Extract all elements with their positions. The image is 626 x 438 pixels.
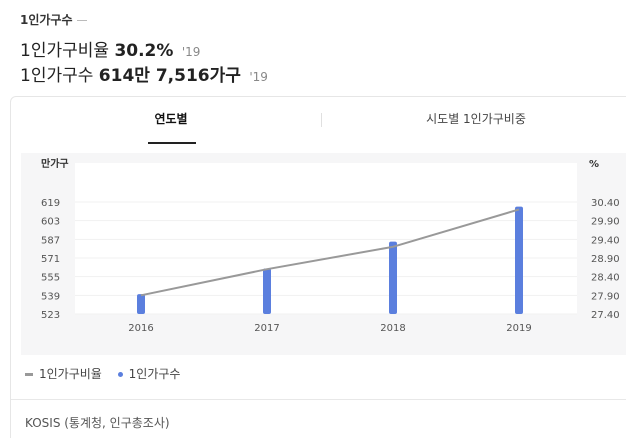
chart-card: 연도별 시도별 1인가구비중 만가구% 619 30.40 603 29.90 587 29… (10, 96, 626, 438)
x-tick-label: 2019 (506, 323, 531, 334)
x-tick-label: 2018 (380, 323, 405, 334)
chart-legend: 1인가구비율 1인가구수 (25, 365, 192, 382)
tab-by-year[interactable]: 연도별 (154, 112, 188, 126)
count-year: '19 (249, 70, 268, 84)
x-tick-label: 2016 (128, 323, 153, 334)
data-source: KOSIS (통계청, 인구총조사) (25, 416, 170, 430)
left-axis-label: 만가구 (41, 157, 69, 170)
legend-item-count[interactable]: 1인가구수 (117, 365, 180, 382)
count-stat: 1인가구수 614만 7,516가구 '19 (20, 61, 268, 86)
right-tick-label: 27.90 (591, 291, 620, 302)
footer-divider (11, 399, 626, 400)
plot-background (75, 163, 577, 314)
tab-by-region[interactable]: 시도별 1인가구비중 (426, 112, 526, 126)
ratio-year: '19 (181, 45, 201, 59)
right-tick-label: 28.40 (591, 273, 620, 284)
left-tick-label: 587 (41, 235, 60, 246)
x-tick-label: 2017 (254, 323, 279, 334)
combo-chart: 만가구 % 619 30.40 603 29.90 587 29.40 571 28.90 555 2… (41, 157, 620, 334)
count-value: 614만 7,516가구 (98, 66, 241, 86)
bar-2017 (263, 268, 271, 314)
left-tick-label: 603 (41, 217, 60, 228)
right-tick-label: 27.40 (591, 310, 620, 321)
legend-item-ratio[interactable]: 1인가구비율 (25, 365, 102, 382)
tab-bar: 연도별 시도별 1인가구비중 (11, 97, 626, 145)
left-tick-label: 523 (41, 310, 60, 321)
right-tick-label: 30.40 (591, 198, 620, 209)
left-tick-label: 619 (41, 198, 60, 209)
ratio-line (140, 208, 520, 297)
ratio-value: 30.2% (114, 41, 174, 61)
line-swatch-icon (25, 373, 33, 376)
bar-2018 (389, 241, 397, 314)
right-tick-label: 29.40 (591, 235, 620, 246)
left-tick-label: 555 (41, 273, 60, 284)
tab-divider (321, 113, 322, 127)
section-title: 1인가구수 (20, 11, 87, 28)
ratio-label: 1인가구비율 (20, 41, 110, 61)
right-tick-label: 28.90 (591, 254, 620, 265)
dot-swatch-icon (117, 372, 123, 377)
count-label: 1인가구수 (20, 66, 94, 86)
chart-area: 만가구% 619 30.40 603 29.90 587 29.40 571 28.90 555 2… (21, 153, 626, 355)
ratio-stat: 1인가구비율 30.2% '19 (20, 36, 200, 61)
left-tick-label: 571 (41, 254, 60, 265)
left-tick-label: 539 (41, 291, 60, 302)
right-tick-label: 29.90 (591, 217, 620, 228)
right-axis-label: % (589, 159, 599, 170)
bar-2016 (137, 294, 145, 314)
active-tab-indicator (148, 142, 196, 144)
bar-2019 (515, 206, 523, 314)
collapse-dash-icon[interactable] (76, 20, 87, 21)
